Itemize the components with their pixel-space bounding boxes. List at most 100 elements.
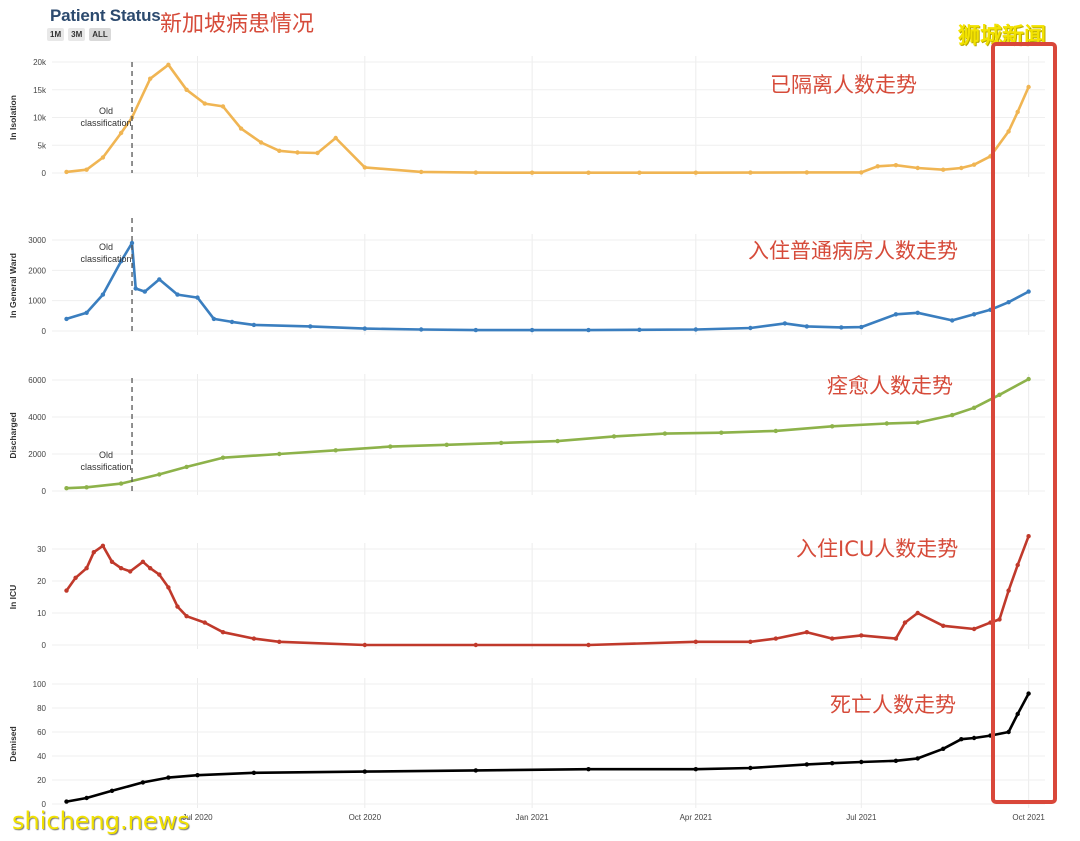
data-point: [1026, 691, 1031, 696]
data-point: [1015, 562, 1020, 568]
data-point: [959, 165, 964, 171]
data-point: [64, 486, 69, 491]
data-point: [748, 765, 753, 771]
data-point: [773, 428, 778, 434]
data-point: [839, 325, 844, 330]
y-tick-label: 4000: [28, 413, 46, 422]
data-point: [133, 286, 138, 291]
old-classification-label: classification: [81, 254, 132, 264]
data-point: [529, 327, 535, 333]
data-point: [915, 756, 920, 761]
trend-annotation: 入住ICU人数走势: [796, 537, 958, 561]
watermark: shicheng.news: [12, 807, 190, 835]
data-point: [202, 101, 207, 106]
data-point: [959, 737, 964, 742]
data-point: [997, 617, 1002, 622]
data-point: [258, 140, 264, 145]
data-point: [719, 430, 724, 435]
data-point: [277, 451, 282, 457]
data-point: [637, 170, 642, 175]
data-point: [157, 472, 162, 477]
data-point: [748, 325, 753, 331]
data-point: [140, 559, 146, 564]
data-point: [84, 310, 89, 315]
data-point: [118, 130, 124, 136]
old-classification-label: classification: [81, 462, 132, 472]
data-point: [229, 319, 235, 325]
x-tick-label: Jul 2021: [846, 813, 877, 822]
data-point: [884, 421, 889, 426]
data-point: [1026, 289, 1031, 294]
data-point: [148, 76, 153, 81]
range-button-1m[interactable]: 1M: [47, 28, 65, 41]
data-point: [362, 769, 367, 774]
data-point: [1026, 376, 1031, 382]
y-tick-label: 0: [42, 487, 47, 496]
data-point: [64, 588, 69, 593]
data-point: [277, 148, 282, 153]
data-point: [148, 566, 153, 571]
data-point: [473, 768, 478, 773]
data-point: [473, 642, 478, 648]
panel-in-isolation: 0 5k 10k 15k 20k In Isolation 已隔离人数走势 Old classi…: [8, 58, 1045, 178]
data-point: [971, 735, 977, 741]
data-point: [804, 324, 809, 329]
data-point: [184, 87, 189, 93]
y-tick-label: 60: [37, 728, 46, 737]
data-point: [362, 642, 367, 648]
data-point: [693, 767, 698, 772]
y-tick-label: 2000: [28, 266, 46, 275]
data-point: [473, 170, 478, 175]
y-tick-label: 3000: [28, 236, 46, 245]
data-point: [748, 170, 753, 175]
data-point: [499, 440, 504, 446]
data-point: [166, 585, 171, 590]
y-axis-title: Demised: [8, 726, 18, 761]
trend-annotation: 死亡人数走势: [830, 693, 956, 717]
y-tick-label: 0: [42, 169, 47, 178]
data-point: [950, 318, 955, 323]
data-point: [362, 326, 367, 331]
trend-annotation: 已隔离人数走势: [770, 73, 917, 97]
data-point: [473, 327, 478, 333]
data-point: [1015, 109, 1020, 115]
data-point: [84, 566, 89, 571]
data-point: [277, 639, 282, 644]
range-button-3m[interactable]: 3M: [68, 28, 86, 41]
old-classification-label: Old: [99, 106, 113, 116]
data-point: [748, 639, 753, 644]
data-point: [915, 165, 920, 171]
y-tick-label: 5k: [38, 141, 47, 150]
trend-annotation: 痊愈人数走势: [827, 374, 953, 398]
data-point: [971, 312, 977, 317]
data-point: [100, 292, 106, 297]
data-point: [1006, 588, 1011, 593]
data-point: [915, 420, 920, 425]
data-point: [971, 405, 977, 410]
chart-header: Patient Status: [50, 6, 161, 26]
data-point: [91, 550, 97, 555]
y-tick-label: 1000: [28, 297, 46, 306]
data-point: [586, 170, 591, 175]
y-axis-title: In Isolation: [8, 95, 18, 140]
data-point: [109, 788, 115, 793]
data-point: [84, 167, 89, 172]
data-point: [118, 566, 124, 571]
y-axis-title: Discharged: [8, 412, 18, 458]
data-point: [64, 169, 69, 175]
data-point: [830, 636, 835, 641]
data-point: [893, 312, 899, 317]
data-point: [1006, 300, 1011, 305]
data-point: [211, 316, 217, 322]
y-tick-label: 15k: [33, 86, 47, 95]
data-point: [419, 169, 424, 175]
data-point: [220, 630, 226, 635]
data-point: [128, 569, 133, 574]
data-point: [941, 167, 946, 172]
data-point: [662, 431, 668, 436]
data-point: [73, 575, 78, 580]
data-point: [859, 633, 864, 638]
data-point: [220, 455, 226, 460]
range-button-all[interactable]: ALL: [89, 28, 111, 41]
